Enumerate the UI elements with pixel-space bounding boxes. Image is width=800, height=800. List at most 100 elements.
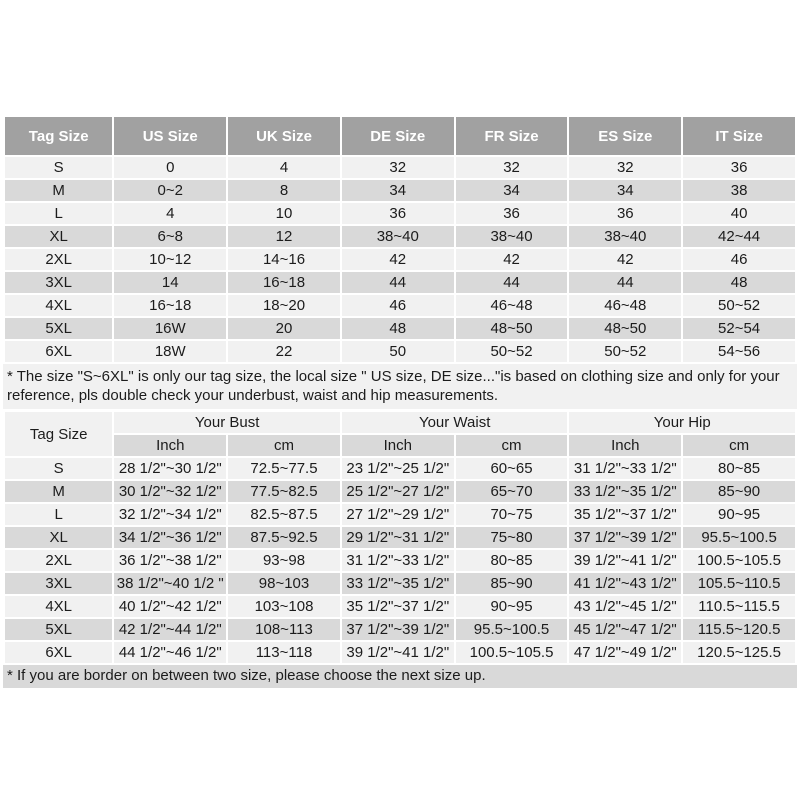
table-row: 4XL 40 1/2"~42 1/2" 103~108 35 1/2"~37 1/2"… <box>5 596 795 617</box>
value-cell: 95.5~100.5 <box>455 619 568 640</box>
size-label-cell: L <box>5 504 113 525</box>
value-cell: 36 <box>455 203 568 224</box>
size-label-cell: 4XL <box>5 596 113 617</box>
value-cell: 27 1/2"~29 1/2" <box>341 504 454 525</box>
value-cell: 14~16 <box>228 249 340 270</box>
value-cell: 31 1/2"~33 1/2" <box>341 550 454 571</box>
column-header-es-size: ES Size <box>569 117 682 155</box>
table-row: 6XL 44 1/2"~46 1/2" 113~118 39 1/2"~41 1/2"… <box>5 642 795 663</box>
column-header-uk-size: UK Size <box>228 117 340 155</box>
value-cell: 36 <box>683 157 795 178</box>
value-cell: 48 <box>683 272 795 293</box>
value-cell: 38~40 <box>455 226 568 247</box>
table-row: 2XL 10~12 14~16 42 42 42 46 <box>5 249 795 270</box>
value-cell: 95.5~100.5 <box>683 527 795 548</box>
measurement-unit-row: Inch cm Inch cm Inch cm <box>5 435 795 456</box>
value-cell: 32 <box>569 157 682 178</box>
value-cell: 12 <box>228 226 340 247</box>
value-cell: 39 1/2"~41 1/2" <box>569 550 682 571</box>
tag-size-note: * The size "S~6XL" is only our tag size,… <box>3 364 797 409</box>
value-cell: 50~52 <box>455 341 568 362</box>
value-cell: 42~44 <box>683 226 795 247</box>
value-cell: 85~90 <box>683 481 795 502</box>
measurement-body: S 28 1/2"~30 1/2" 72.5~77.5 23 1/2"~25 1/2"… <box>5 458 795 663</box>
value-cell: 38~40 <box>341 226 454 247</box>
value-cell: 38 <box>683 180 795 201</box>
size-label-cell: M <box>5 481 113 502</box>
column-header-us-size: US Size <box>114 117 227 155</box>
header-row: Tag Size US Size UK Size DE Size FR Size… <box>5 117 795 155</box>
value-cell: 33 1/2"~35 1/2" <box>569 481 682 502</box>
value-cell: 85~90 <box>455 573 568 594</box>
value-cell: 38~40 <box>569 226 682 247</box>
value-cell: 40 1/2"~42 1/2" <box>114 596 227 617</box>
value-cell: 34 <box>455 180 568 201</box>
value-cell: 54~56 <box>683 341 795 362</box>
border-size-note: * If you are border on between two size,… <box>3 665 797 688</box>
value-cell: 115.5~120.5 <box>683 619 795 640</box>
size-label-cell: M <box>5 180 113 201</box>
value-cell: 90~95 <box>455 596 568 617</box>
table-row: 5XL 42 1/2"~44 1/2" 108~113 37 1/2"~39 1/2"… <box>5 619 795 640</box>
value-cell: 23 1/2"~25 1/2" <box>341 458 454 479</box>
size-label-cell: 2XL <box>5 249 113 270</box>
unit-header-waist-cm: cm <box>455 435 568 456</box>
value-cell: 37 1/2"~39 1/2" <box>341 619 454 640</box>
value-cell: 36 1/2"~38 1/2" <box>114 550 227 571</box>
size-label-cell: XL <box>5 527 113 548</box>
value-cell: 42 1/2"~44 1/2" <box>114 619 227 640</box>
value-cell: 72.5~77.5 <box>228 458 340 479</box>
value-cell: 100.5~105.5 <box>683 550 795 571</box>
table-row: 4XL 16~18 18~20 46 46~48 46~48 50~52 <box>5 295 795 316</box>
size-conversion-body: S 0 4 32 32 32 36 M 0~2 8 34 34 34 38 L 4 10 36 36 36 40 XL 6~… <box>5 157 795 362</box>
value-cell: 103~108 <box>228 596 340 617</box>
value-cell: 44 <box>455 272 568 293</box>
value-cell: 52~54 <box>683 318 795 339</box>
value-cell: 46 <box>341 295 454 316</box>
value-cell: 98~103 <box>228 573 340 594</box>
value-cell: 40 <box>683 203 795 224</box>
value-cell: 29 1/2"~31 1/2" <box>341 527 454 548</box>
value-cell: 34 1/2"~36 1/2" <box>114 527 227 548</box>
value-cell: 110.5~115.5 <box>683 596 795 617</box>
size-label-cell: 5XL <box>5 619 113 640</box>
value-cell: 120.5~125.5 <box>683 642 795 663</box>
value-cell: 4 <box>228 157 340 178</box>
value-cell: 50~52 <box>683 295 795 316</box>
value-cell: 87.5~92.5 <box>228 527 340 548</box>
table-row: M 30 1/2"~32 1/2" 77.5~82.5 25 1/2"~27 1/2"… <box>5 481 795 502</box>
table-row: 2XL 36 1/2"~38 1/2" 93~98 31 1/2"~33 1/2" 80… <box>5 550 795 571</box>
size-label-cell: 5XL <box>5 318 113 339</box>
column-header-fr-size: FR Size <box>455 117 568 155</box>
size-label-cell: 4XL <box>5 295 113 316</box>
table-row: 3XL 14 16~18 44 44 44 48 <box>5 272 795 293</box>
value-cell: 105.5~110.5 <box>683 573 795 594</box>
value-cell: 100.5~105.5 <box>455 642 568 663</box>
value-cell: 16~18 <box>114 295 227 316</box>
value-cell: 50 <box>341 341 454 362</box>
value-cell: 80~85 <box>455 550 568 571</box>
size-label-cell: 3XL <box>5 272 113 293</box>
value-cell: 16~18 <box>228 272 340 293</box>
value-cell: 32 <box>455 157 568 178</box>
measurement-group-row: Tag Size Your Bust Your Waist Your Hip <box>5 412 795 456</box>
table-row: XL 34 1/2"~36 1/2" 87.5~92.5 29 1/2"~31 1/2… <box>5 527 795 548</box>
value-cell: 48~50 <box>569 318 682 339</box>
size-label-cell: 3XL <box>5 573 113 594</box>
value-cell: 60~65 <box>455 458 568 479</box>
value-cell: 42 <box>341 249 454 270</box>
value-cell: 32 1/2"~34 1/2" <box>114 504 227 525</box>
value-cell: 46~48 <box>455 295 568 316</box>
measurement-table: Tag Size Your Bust Your Waist Your Hip I… <box>3 410 797 665</box>
value-cell: 41 1/2"~43 1/2" <box>569 573 682 594</box>
value-cell: 16W <box>114 318 227 339</box>
value-cell: 34 <box>569 180 682 201</box>
value-cell: 6~8 <box>114 226 227 247</box>
column-header-tag-size: Tag Size <box>5 117 113 155</box>
value-cell: 43 1/2"~45 1/2" <box>569 596 682 617</box>
value-cell: 4 <box>114 203 227 224</box>
value-cell: 36 <box>569 203 682 224</box>
table-row: 5XL 16W 20 48 48~50 48~50 52~54 <box>5 318 795 339</box>
value-cell: 31 1/2"~33 1/2" <box>569 458 682 479</box>
value-cell: 113~118 <box>228 642 340 663</box>
